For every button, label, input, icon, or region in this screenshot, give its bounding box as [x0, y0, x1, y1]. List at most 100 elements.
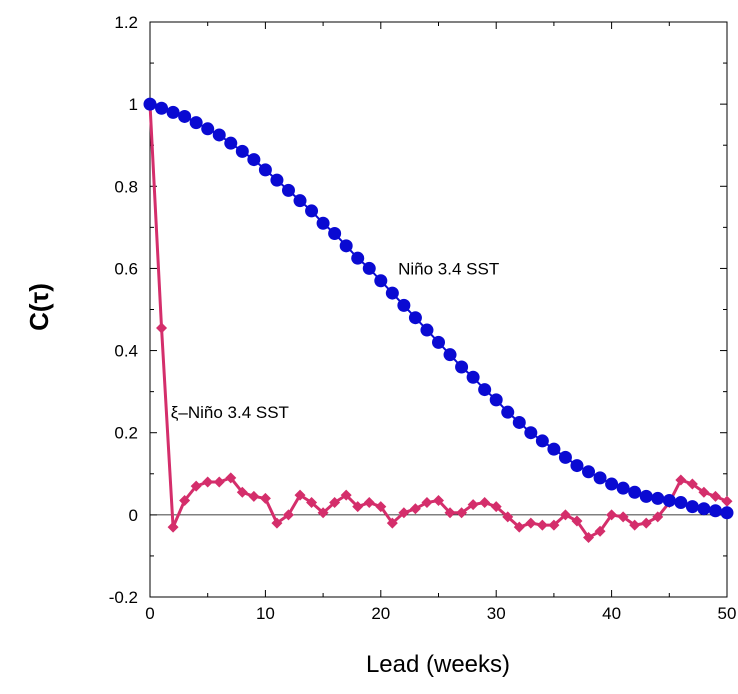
data-point: [583, 531, 595, 543]
data-point: [201, 122, 215, 136]
data-point: [317, 507, 329, 519]
data-point: [385, 286, 399, 300]
y-axis-ticks: -0.2 0 0.2 0.4 0.6 0.8 1 1.2: [109, 13, 727, 607]
y-tick-label: 0.6: [114, 259, 138, 278]
data-point: [502, 511, 514, 523]
data-point: [271, 517, 283, 529]
data-point: [166, 105, 180, 119]
data-point: [352, 501, 364, 513]
series-annotation: Niño 3.4 SST: [398, 259, 499, 278]
data-point: [639, 489, 653, 503]
data-point: [720, 506, 734, 520]
data-point: [558, 450, 572, 464]
x-tick-label: 10: [256, 604, 275, 623]
data-point: [397, 298, 411, 312]
data-point: [225, 472, 237, 484]
data-point: [662, 493, 676, 507]
data-point: [570, 459, 584, 473]
data-point: [236, 486, 248, 498]
x-tick-label: 20: [371, 604, 390, 623]
data-point: [547, 442, 561, 456]
data-point: [178, 109, 192, 123]
data-point: [374, 274, 388, 288]
data-point: [340, 489, 352, 501]
series-nino34-sst: [143, 97, 734, 520]
data-point: [408, 311, 422, 325]
y-tick-label: 0: [129, 506, 138, 525]
data-point: [456, 507, 468, 519]
data-point: [582, 465, 596, 479]
data-point: [617, 511, 629, 523]
data-point: [697, 502, 711, 516]
data-point: [548, 519, 560, 531]
data-point: [293, 194, 307, 208]
data-point: [316, 216, 330, 230]
data-point: [444, 507, 456, 519]
data-point: [202, 476, 214, 488]
data-point: [167, 521, 179, 533]
data-point: [536, 519, 548, 531]
series-layer: [143, 97, 734, 543]
data-point: [593, 471, 607, 485]
data-point: [305, 204, 319, 218]
annotation-layer: Niño 3.4 SST ξ–Niño 3.4 SST: [171, 259, 499, 422]
series-line: [148, 104, 728, 540]
data-point: [501, 405, 515, 419]
y-tick-label: 1.2: [114, 13, 138, 32]
data-point: [432, 335, 445, 349]
plot-frame-group: [149, 21, 728, 598]
data-point: [479, 497, 491, 509]
data-point: [339, 239, 353, 253]
x-tick-label: 30: [487, 604, 506, 623]
data-point: [363, 497, 375, 509]
x-tick-label: 40: [602, 604, 621, 623]
data-point: [189, 116, 203, 130]
data-point: [156, 322, 168, 334]
data-point: [651, 491, 665, 505]
data-point: [351, 251, 365, 265]
series-annotation: ξ–Niño 3.4 SST: [171, 403, 289, 422]
data-point: [433, 494, 444, 506]
data-point: [721, 495, 733, 507]
data-point: [247, 153, 261, 167]
data-point: [282, 509, 294, 521]
data-point: [398, 507, 410, 519]
y-tick-label: -0.2: [109, 588, 138, 607]
data-point: [281, 183, 295, 197]
data-point: [571, 515, 583, 527]
y-tick-label: 0.8: [114, 177, 138, 196]
x-tick-label: 0: [145, 604, 154, 623]
data-point: [294, 489, 306, 501]
x-tick-label: 50: [718, 604, 737, 623]
data-point: [212, 128, 226, 142]
data-point: [685, 500, 699, 514]
data-point: [708, 504, 722, 518]
data-point: [594, 525, 606, 537]
y-axis-label: C(τ): [24, 283, 54, 331]
data-point: [709, 490, 721, 502]
plot-frame: [149, 21, 728, 598]
data-point: [248, 490, 260, 502]
data-point: [258, 163, 272, 177]
data-point: [155, 101, 169, 115]
data-point: [179, 494, 191, 506]
data-point: [478, 383, 492, 397]
data-point: [525, 517, 537, 529]
data-point: [328, 227, 342, 241]
data-point: [306, 497, 318, 509]
data-point: [467, 499, 479, 511]
series-xi-nino34-sst: [144, 98, 733, 543]
x-axis-ticks: 0 10 20 30 40 50: [145, 22, 736, 623]
y-tick-label: 0.2: [114, 424, 138, 443]
data-point: [675, 474, 687, 486]
data-point: [329, 497, 341, 509]
data-point: [674, 496, 688, 510]
data-point: [490, 501, 502, 513]
data-point: [652, 511, 664, 523]
data-point: [443, 348, 457, 362]
data-point: [466, 370, 480, 384]
data-point: [143, 97, 157, 111]
data-point: [606, 509, 618, 521]
data-point: [270, 173, 284, 187]
